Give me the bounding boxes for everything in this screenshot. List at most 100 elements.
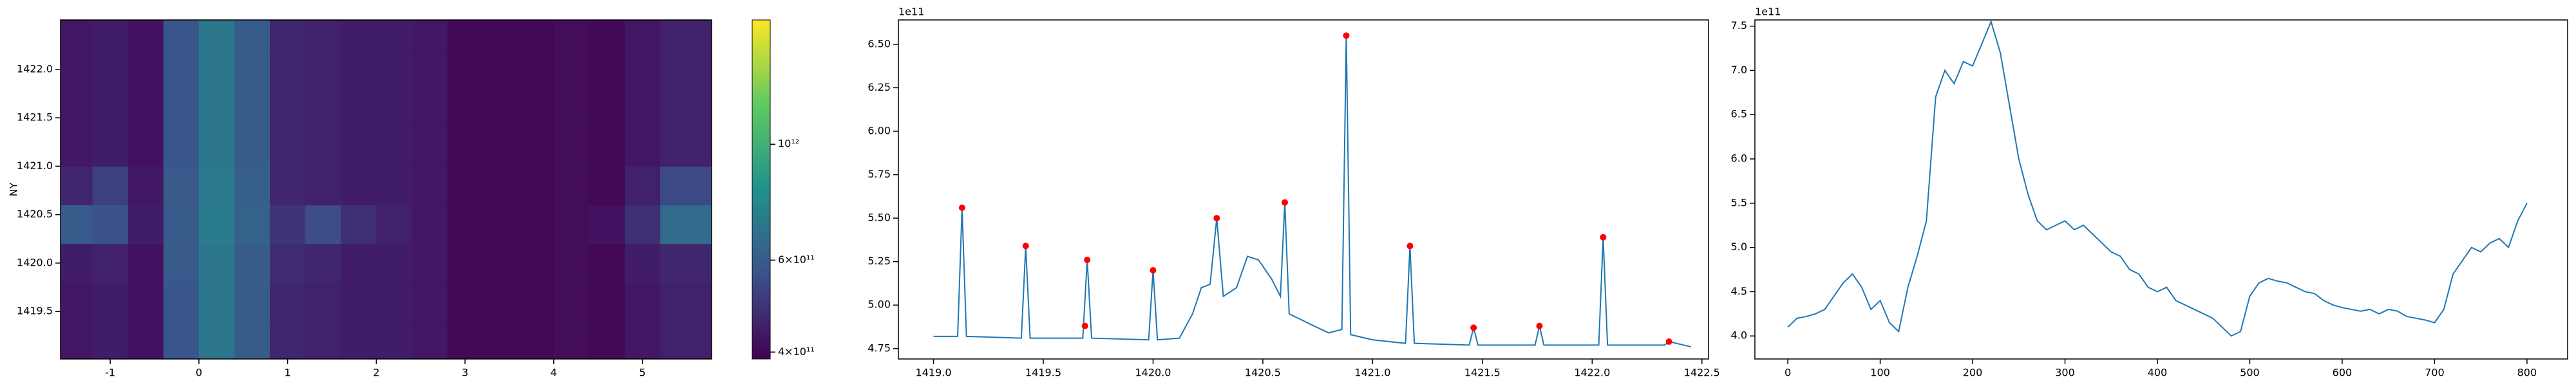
heatmap-cell <box>625 20 661 51</box>
heatmap-cell <box>198 50 235 89</box>
peak-marker <box>1150 267 1157 274</box>
heatmap-cell <box>61 205 93 244</box>
heatmap-cell <box>518 243 554 283</box>
x-tick-label: 200 <box>1963 367 1983 379</box>
heatmap-cell <box>482 127 519 167</box>
heatmap-cell <box>376 205 412 244</box>
axes-frame <box>1754 19 2568 360</box>
heatmap-cell <box>447 50 484 89</box>
heatmap-cell <box>553 127 590 167</box>
x-tick-label: 2 <box>373 367 379 379</box>
x-tick-label: 1419.0 <box>916 367 952 379</box>
heatmap-cell <box>447 88 484 128</box>
heatmap-cell <box>625 321 661 360</box>
heatmap-cell <box>270 321 306 360</box>
heatmap-cell <box>92 20 129 51</box>
heatmap-cell <box>270 282 306 322</box>
heatmap-cell <box>234 127 270 167</box>
heatmap-cell <box>198 321 235 360</box>
heatmap-cell <box>305 127 341 167</box>
heatmap-cell <box>128 50 164 89</box>
heatmap-cell <box>198 205 235 244</box>
heatmap-cell <box>128 166 164 206</box>
heatmap-cell <box>412 50 448 89</box>
y-tick-label: 5.5 <box>1731 196 1747 208</box>
x-tick-label: 4 <box>551 367 557 379</box>
heatmap-cell <box>518 20 554 51</box>
heatmap-cell <box>92 88 129 128</box>
heatmap-cell <box>625 127 661 167</box>
heatmap-cell <box>234 282 270 322</box>
heatmap-cell <box>234 88 270 128</box>
y-tick-label: 4.0 <box>1731 329 1747 342</box>
peak-marker <box>1470 324 1477 331</box>
heatmap-cell <box>270 166 306 206</box>
heatmap-cell <box>270 88 306 128</box>
peak-marker <box>1536 322 1543 329</box>
heatmap-cell <box>553 243 590 283</box>
heatmap-cell <box>305 50 341 89</box>
heatmap-cell <box>589 166 625 206</box>
heatmap-cell <box>625 88 661 128</box>
heatmap-cell <box>341 20 377 51</box>
heatmap-cell <box>341 88 377 128</box>
x-tick-label: 700 <box>2425 367 2445 379</box>
heatmap-cell <box>163 243 200 283</box>
x-tick-label: 1420.5 <box>1245 367 1281 379</box>
y-tick-label: 6.0 <box>1731 152 1747 165</box>
heatmap-cell <box>376 166 412 206</box>
heatmap-cell <box>447 20 484 51</box>
x-tick-label: 300 <box>2055 367 2075 379</box>
y-tick-label: 1422.0 <box>17 62 53 75</box>
heatmap-cell <box>553 205 590 244</box>
heatmap-cell <box>163 205 200 244</box>
x-tick-label: 1421.0 <box>1354 367 1390 379</box>
heatmap-cell <box>625 243 661 283</box>
peak-marker <box>1213 215 1220 222</box>
heatmap-cell <box>61 20 93 51</box>
peak-marker <box>1022 243 1029 250</box>
heatmap-cell <box>61 321 93 360</box>
heatmap-cell <box>61 243 93 283</box>
heatmap-cell <box>589 205 625 244</box>
axes-frame <box>60 19 712 360</box>
heatmap-cell <box>412 282 448 322</box>
heatmap-cell <box>128 321 164 360</box>
heatmap-cell <box>660 88 712 128</box>
x-tick-label: 1422.5 <box>1684 367 1720 379</box>
peak-marker <box>1084 256 1091 263</box>
heatmap-cell <box>163 282 200 322</box>
heatmap-cell <box>61 88 93 128</box>
heatmap-cell <box>412 321 448 360</box>
heatmap-cell <box>198 166 235 206</box>
y-tick-label: 5.75 <box>867 168 891 180</box>
heatmap-cell <box>553 50 590 89</box>
heatmap-cell <box>376 88 412 128</box>
heatmap-cell <box>412 166 448 206</box>
heatmap-cell <box>518 50 554 89</box>
x-tick-label: 1 <box>285 367 291 379</box>
axes: 1e11 0 100 200 300 400 500 600 700 800 4.0 4.5 5.0 5.… <box>1731 6 2568 379</box>
heatmap-cell <box>447 127 484 167</box>
axes-frame <box>898 19 1709 360</box>
x-tick-label: 1419.5 <box>1025 367 1061 379</box>
heatmap-cell <box>518 321 554 360</box>
heatmap-cell <box>341 127 377 167</box>
heatmap-cell <box>128 282 164 322</box>
heatmap-cell <box>412 20 448 51</box>
heatmap-cell <box>341 243 377 283</box>
heatmap-cell <box>234 205 270 244</box>
y-tick-label: 6.5 <box>1731 108 1747 120</box>
heatmap-cell <box>553 166 590 206</box>
heatmap-cell <box>376 321 412 360</box>
heatmap-cell <box>376 127 412 167</box>
y-tick-label: 6.50 <box>867 37 891 50</box>
heatmap-cell <box>305 88 341 128</box>
heatmap-cell <box>589 282 625 322</box>
heatmap-cell <box>270 50 306 89</box>
heatmap-cell <box>412 127 448 167</box>
heatmap-cell <box>305 321 341 360</box>
x-tick-label: 600 <box>2333 367 2353 379</box>
x-tick-label: 800 <box>2517 367 2537 379</box>
